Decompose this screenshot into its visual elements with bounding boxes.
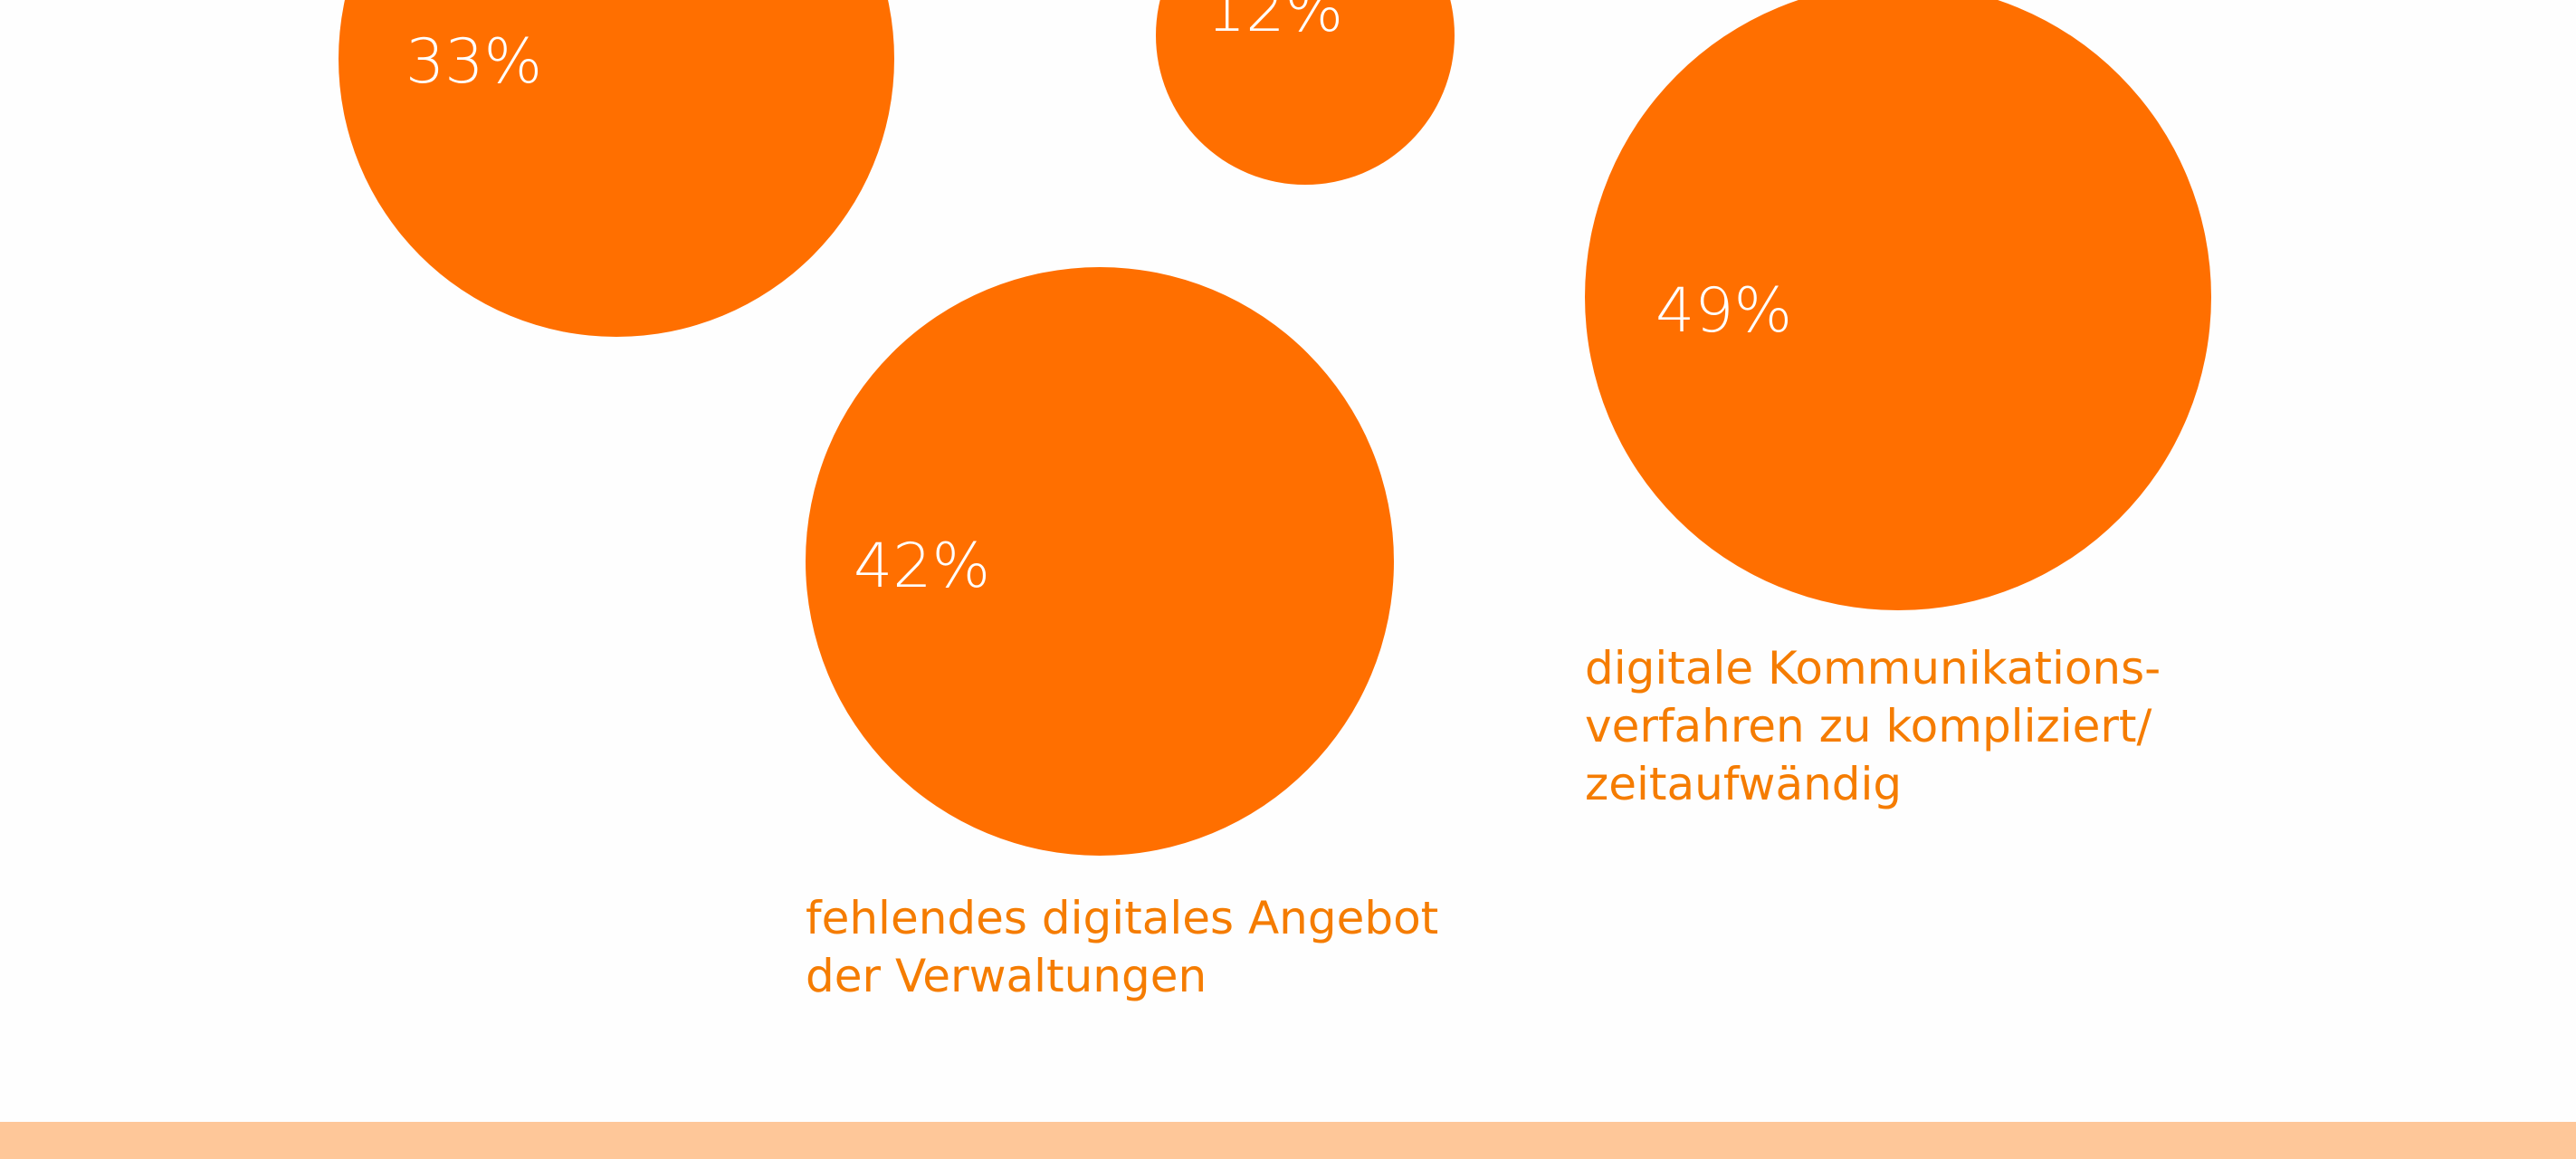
bubble-category-label: fehlendes digitales Angebot der Verwaltu… <box>806 892 1439 1002</box>
bubble-49 <box>1585 0 2211 610</box>
bubble-value-label: 42% <box>854 531 990 602</box>
bubble-12 <box>1156 0 1455 185</box>
bubble-value-label: 12% <box>1207 0 1343 46</box>
bubble-category-label: digitale Kommunikations- verfahren zu ko… <box>1585 642 2161 810</box>
bubble-value-label: 33% <box>405 26 542 98</box>
bubble-42 <box>806 267 1394 856</box>
bubble-33 <box>339 0 894 337</box>
footer-band <box>0 1122 2576 1159</box>
bubble-value-label: 49% <box>1655 275 1792 347</box>
